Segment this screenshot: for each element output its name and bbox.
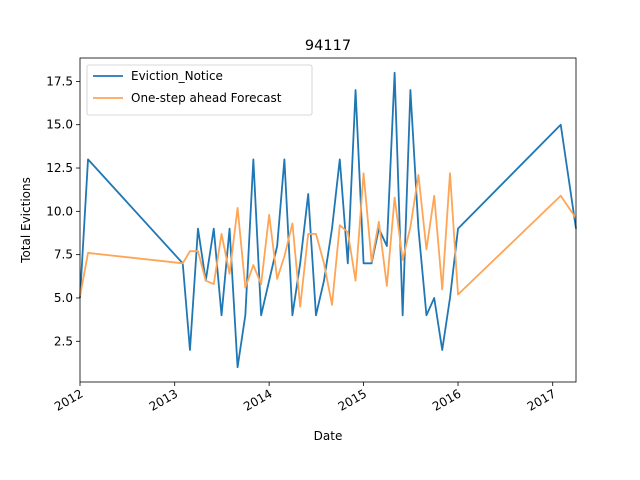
x-axis-label: Date [314, 429, 343, 443]
y-tick-label: 17.5 [46, 74, 73, 88]
y-tick-label: 7.5 [54, 248, 73, 262]
legend: Eviction_Notice One-step ahead Forecast [86, 64, 313, 116]
legend-label: Eviction_Notice [131, 69, 223, 83]
series-line-0 [79, 71, 577, 369]
plot-frame [79, 57, 577, 383]
y-tick-label: 10.0 [46, 204, 73, 218]
y-tick-label: 15.0 [46, 118, 73, 132]
legend-label: One-step ahead Forecast [131, 91, 282, 105]
series-line-1 [79, 172, 577, 308]
y-tick-label: 5.0 [54, 291, 73, 305]
y-axis: 2.5 5.0 7.5 10.0 12.5 15.0 17.5 [46, 74, 80, 348]
series-layer [79, 71, 577, 369]
legend-box [86, 64, 313, 116]
y-tick-label: 12.5 [46, 161, 73, 175]
y-tick-label: 2.5 [54, 334, 73, 348]
chart-title: 94117 [305, 38, 351, 54]
y-axis-label: Total Evictions [19, 177, 33, 264]
